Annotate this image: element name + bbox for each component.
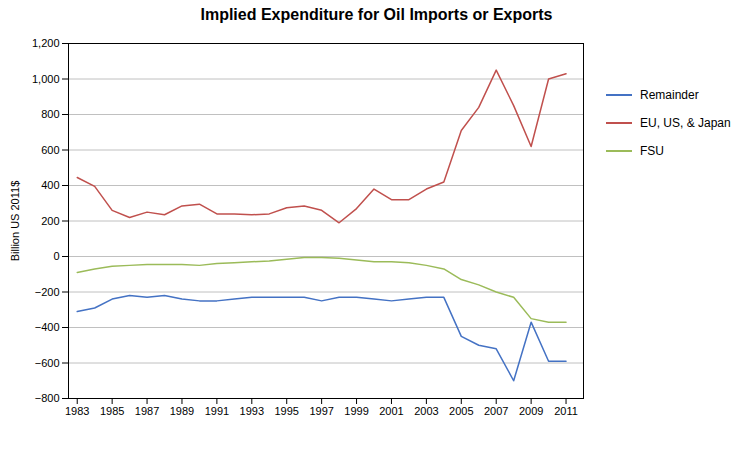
html-text:Remainder: Remainder [640, 88, 699, 102]
svg-text:2005: 2005 [449, 405, 473, 417]
svg-text:2007: 2007 [484, 405, 508, 417]
svg-text:1991: 1991 [205, 405, 229, 417]
html-text:EU, US, & Japan: EU, US, & Japan [640, 116, 731, 130]
svg-text:200: 200 [41, 215, 59, 227]
svg-text:1997: 1997 [309, 405, 333, 417]
svg-text:1989: 1989 [170, 405, 194, 417]
svg-text:−200: −200 [35, 286, 60, 298]
svg-text:1993: 1993 [240, 405, 264, 417]
svg-text:1999: 1999 [344, 405, 368, 417]
svg-text:Billion US 2011$: Billion US 2011$ [9, 181, 21, 262]
svg-text:1995: 1995 [274, 405, 298, 417]
svg-text:−400: −400 [35, 321, 60, 333]
svg-text:1,000: 1,000 [32, 73, 60, 85]
svg-text:1,200: 1,200 [32, 37, 60, 49]
svg-text:2009: 2009 [519, 405, 543, 417]
svg-text:2001: 2001 [379, 405, 403, 417]
svg-text:400: 400 [41, 179, 59, 191]
svg-text:1985: 1985 [100, 405, 124, 417]
svg-text:2011: 2011 [554, 405, 578, 417]
svg-text:800: 800 [41, 108, 59, 120]
html-text:Implied Expenditure for Oil Im: Implied Expenditure for Oil Imports or E… [200, 6, 553, 23]
svg-text:1983: 1983 [65, 405, 89, 417]
svg-text:−600: −600 [35, 357, 60, 369]
svg-text:0: 0 [53, 250, 59, 262]
html-text:FSU: FSU [640, 144, 664, 158]
svg-text:2003: 2003 [414, 405, 438, 417]
svg-text:−800: −800 [35, 392, 60, 404]
svg-text:600: 600 [41, 144, 59, 156]
svg-text:1987: 1987 [135, 405, 159, 417]
